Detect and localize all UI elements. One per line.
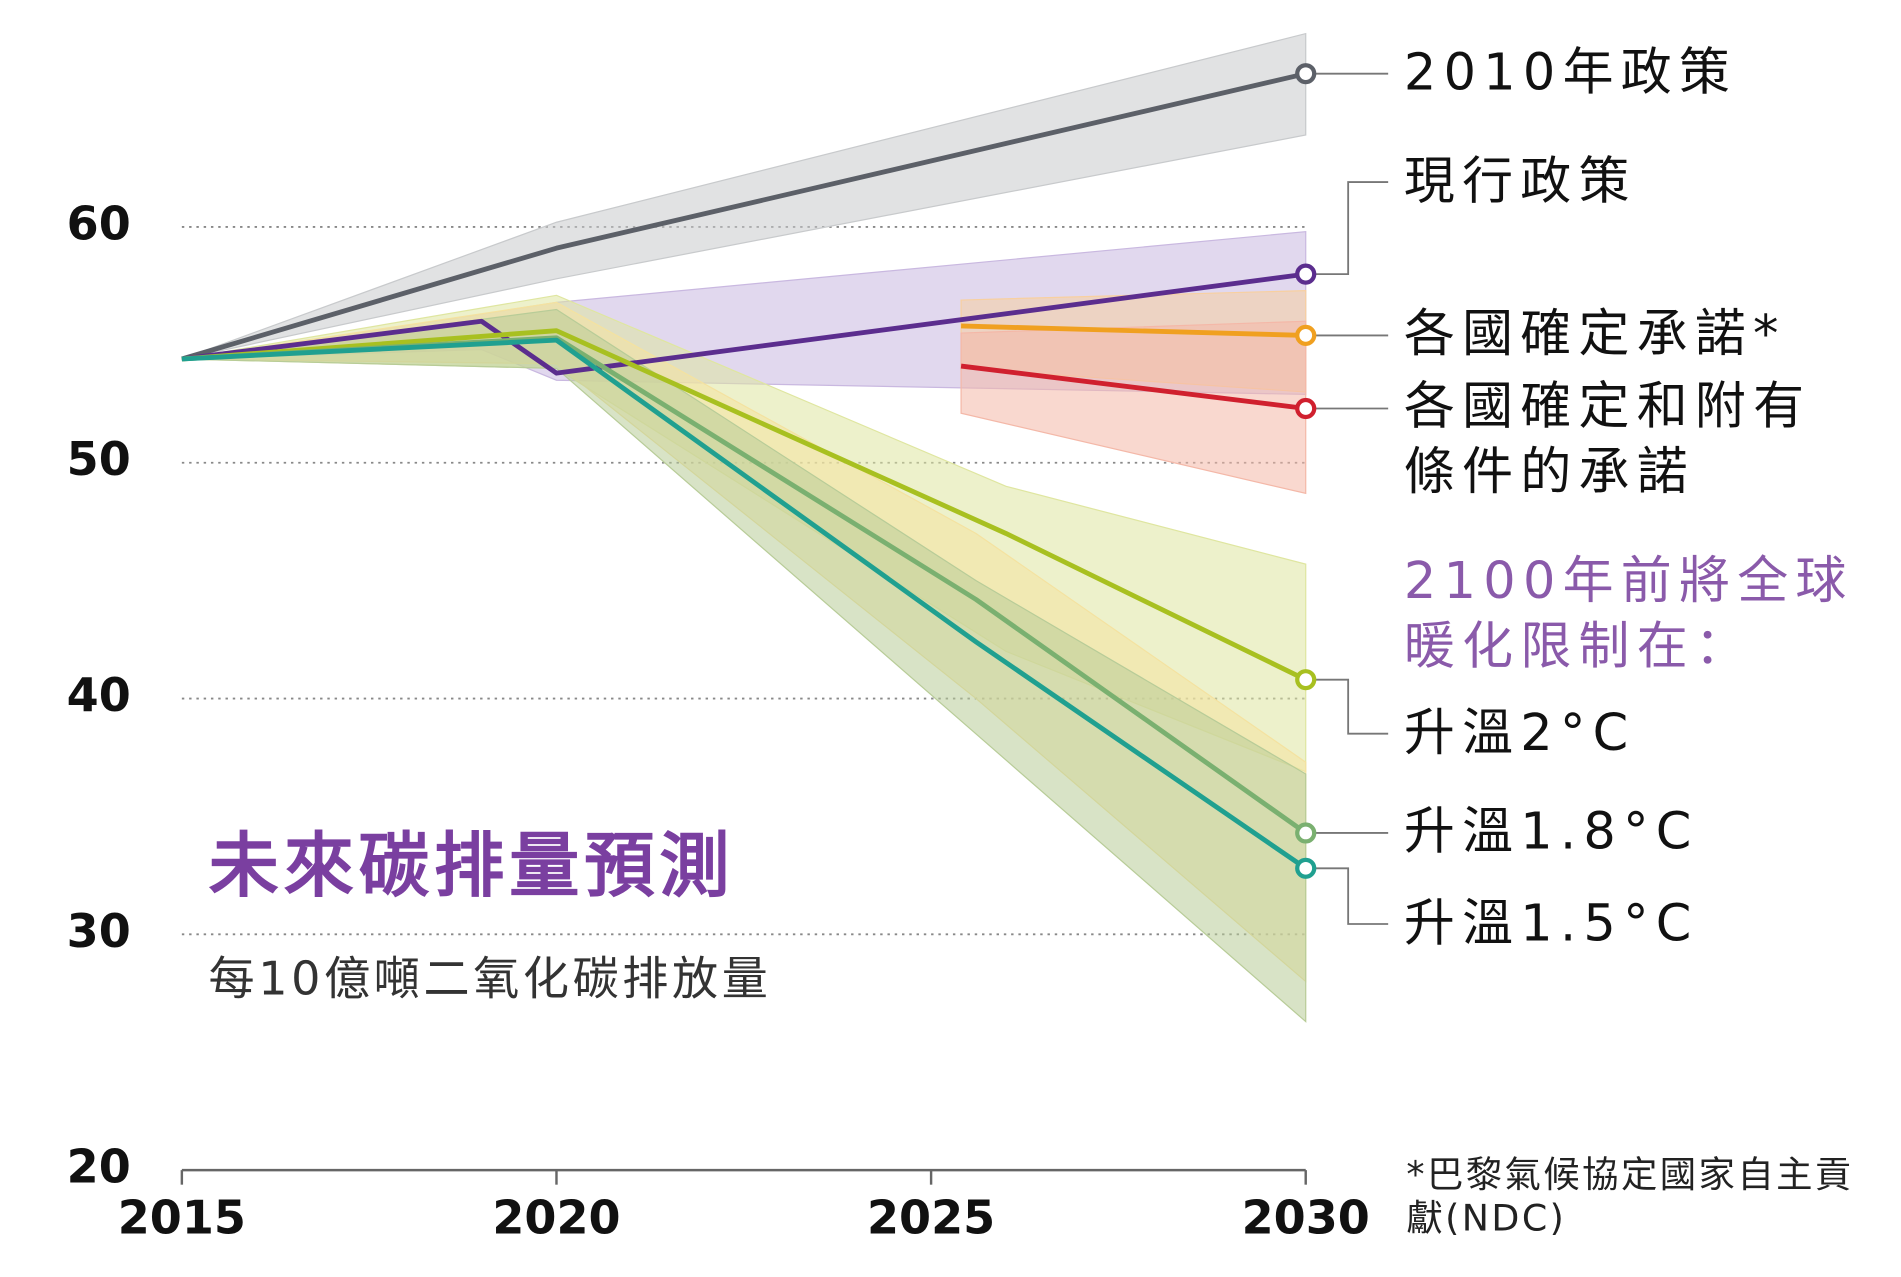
end-marker [1295,263,1317,285]
leader-line [1315,678,1389,735]
series-line [181,271,1307,376]
end-marker [1295,63,1317,85]
series-line [960,363,1307,411]
end-marker [1295,857,1317,879]
y-tick-label: 60 [67,196,131,250]
x-tick-label: 2015 [118,1191,246,1245]
annotation: 2100年前將全球暖化限制在： [1403,550,1854,676]
leader-line [1315,867,1389,925]
legend-label: 升溫2°C [1404,704,1636,763]
footnote-box: *巴黎氣候協定國家自主貢獻(NDC) [1406,1154,1854,1241]
y-tick-label: 40 [67,668,131,722]
annotation-box: 2100年前將全球暖化限制在： [1403,550,1854,676]
legend-label-box: 各國確定和附有條件的承諾 [1403,376,1812,501]
series-line [961,323,1306,338]
x-tick-label: 2030 [1242,1191,1370,1245]
legend-label: 升溫1.8°C [1404,802,1699,861]
footnote: *巴黎氣候協定國家自主貢獻(NDC) [1406,1154,1854,1241]
leader-line [1315,181,1389,276]
y-tick-label: 50 [67,432,131,486]
end-marker [1295,669,1317,691]
chart-title: 未來碳排量預測 [209,825,735,907]
chart-subtitle: 每10億噸二氧化碳排放量 [209,952,772,1006]
end-marker [1295,822,1317,844]
y-tick-label: 20 [67,1140,131,1194]
series-line [181,328,1307,682]
series-line [181,337,1308,871]
band [960,320,1307,495]
legend-label: 現行政策 [1404,152,1637,211]
legend-label: 各國確定承諾* [1404,305,1786,364]
legend-label: 各國確定和附有條件的承諾 [1403,376,1812,501]
plot-area [180,32,1389,1185]
series-line [181,71,1307,362]
end-marker [1295,397,1317,420]
y-tick-label: 30 [67,904,131,958]
legend-label: 2010年政策 [1404,43,1737,102]
legend-label: 升溫1.5°C [1404,894,1699,953]
x-tick-label: 2020 [492,1191,620,1245]
x-tick-label: 2025 [867,1191,995,1245]
end-marker [1295,324,1317,347]
